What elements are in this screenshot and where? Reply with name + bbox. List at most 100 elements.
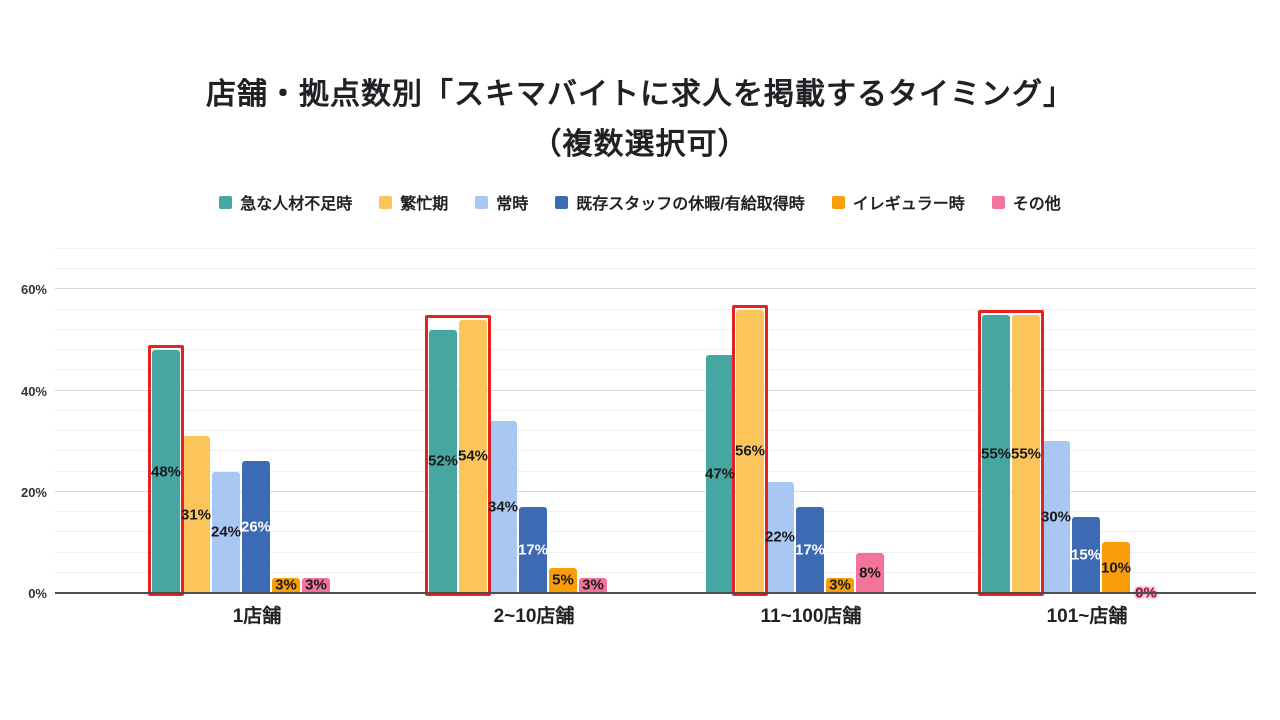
legend-label: イレギュラー時 <box>852 196 965 213</box>
category-label-11~100店舗: 11~100店舗 <box>760 606 862 627</box>
bar-group-11~100店舗: 47% 56% 22% 17% 3% 8% <box>704 249 884 596</box>
y-axis-tick-label: 40% <box>20 383 47 399</box>
data-label: 8% <box>859 564 881 582</box>
data-label: 56% <box>734 442 766 460</box>
data-label: 3% <box>275 576 297 594</box>
bar-group-1店舗: 48% 31% 24% 26% 3% 3% <box>148 249 330 596</box>
major-gridline <box>55 490 1256 492</box>
bar-イレギュラー時 <box>1102 542 1130 593</box>
minor-gridline <box>55 551 1256 553</box>
minor-gridline <box>55 308 1256 310</box>
plot-area: 0% 20% 40% 60% 48% 31% 24% 26% 3% 3% 1店舗 52% 54% 34% 1… <box>21 248 1256 627</box>
minor-gridline <box>55 450 1256 452</box>
bar-その他 <box>302 577 330 593</box>
bar-その他 <box>579 577 607 593</box>
chart-title-line1: 店舗・拠点数別「スキマバイトに求人を掲載するタイミング」 <box>206 78 1074 111</box>
legend-swatch-icon <box>555 195 569 209</box>
bar-group-2~10店舗: 52% 54% 34% 17% 5% 3% <box>425 249 607 596</box>
bar-イレギュラー時 <box>549 567 577 593</box>
data-label: 52% <box>427 452 459 470</box>
data-label: 31% <box>180 506 212 524</box>
data-label: 48% <box>150 463 182 481</box>
bar-急な人材不足時 <box>706 355 734 593</box>
bar-繁忙期 <box>182 436 210 593</box>
data-label: 55% <box>980 445 1012 463</box>
legend-label: 既存スタッフの休暇/有給取得時 <box>576 196 805 213</box>
legend-item: イレギュラー時 <box>831 190 965 214</box>
minor-gridline <box>55 369 1256 371</box>
legend: 急な人材不足時 繁忙期 常時 既存スタッフの休暇/有給取得時 イレギュラー時 その他 <box>0 190 1280 214</box>
minor-gridline <box>55 409 1256 411</box>
data-label: 15% <box>1070 546 1102 564</box>
minor-gridline <box>55 531 1256 533</box>
legend-item: 既存スタッフの休暇/有給取得時 <box>555 190 805 214</box>
data-label: 10% <box>1100 559 1132 577</box>
legend-label: その他 <box>1012 196 1061 213</box>
data-label: 34% <box>487 498 519 516</box>
legend-item: その他 <box>991 190 1061 214</box>
highlight-box <box>732 304 768 596</box>
bar-イレギュラー時 <box>272 577 300 593</box>
bar-既存スタッフの休暇/有給取得時 <box>796 507 824 593</box>
data-label: 24% <box>210 523 242 541</box>
legend-item: 急な人材不足時 <box>219 190 352 214</box>
minor-gridline <box>55 248 1256 249</box>
y-axis-tick-label: 0% <box>28 586 47 601</box>
data-label: 47% <box>704 465 736 483</box>
data-label: 26% <box>240 518 272 536</box>
bar-常時 <box>766 481 794 593</box>
chart-title-line2: （複数選択可） <box>531 128 749 161</box>
bar-常時 <box>1042 441 1070 593</box>
bar-急な人材不足時 <box>152 350 180 593</box>
bar-急な人材不足時 <box>982 314 1010 593</box>
data-label: 55% <box>1010 445 1042 463</box>
minor-gridline <box>55 430 1256 432</box>
bar-常時 <box>489 421 517 593</box>
data-label: 54% <box>457 447 489 465</box>
x-axis-line <box>55 592 1256 594</box>
bar-group-101~店舗: 55% 55% 30% 15% 10% 0% <box>978 249 1160 601</box>
legend-swatch-icon <box>379 195 393 209</box>
bar-常時 <box>212 471 240 593</box>
legend-item: 繁忙期 <box>379 190 448 214</box>
legend-label: 急な人材不足時 <box>240 196 353 213</box>
legend-swatch-icon <box>831 195 845 209</box>
legend-swatch-icon <box>475 195 489 209</box>
data-label: 3% <box>829 576 851 594</box>
minor-gridline <box>55 470 1256 472</box>
category-label-1店舗: 1店舗 <box>232 606 282 627</box>
bar-既存スタッフの休暇/有給取得時 <box>519 507 547 593</box>
legend-item: 常時 <box>475 190 528 214</box>
data-label: 5% <box>552 571 574 589</box>
category-label-2~10店舗: 2~10店舗 <box>493 606 575 627</box>
data-label: 30% <box>1040 508 1072 526</box>
highlight-box <box>148 345 184 596</box>
minor-gridline <box>55 349 1256 351</box>
minor-gridline <box>55 571 1256 573</box>
minor-gridline <box>55 328 1256 330</box>
major-gridline <box>55 389 1256 391</box>
bar-既存スタッフの休暇/有給取得時 <box>242 461 270 593</box>
highlight-box <box>978 309 1044 596</box>
bar-イレギュラー時 <box>826 577 854 593</box>
bar-その他 <box>856 552 884 593</box>
legend-label: 常時 <box>496 196 529 213</box>
minor-gridline <box>55 268 1256 270</box>
legend-swatch-icon <box>991 195 1005 209</box>
data-label: 3% <box>582 576 604 594</box>
category-label-101~店舗: 101~店舗 <box>1046 606 1128 627</box>
bar-急な人材不足時 <box>429 329 457 593</box>
bar-繁忙期 <box>1012 314 1040 593</box>
data-label: 17% <box>517 541 549 559</box>
bar-繁忙期 <box>736 309 764 593</box>
y-axis-tick-label: 60% <box>20 282 47 298</box>
bar-繁忙期 <box>459 319 487 593</box>
data-label: 17% <box>794 541 826 559</box>
chart-title: 店舗・拠点数別「スキマバイトに求人を掲載するタイミング」 （複数選択可） <box>0 70 1280 170</box>
minor-gridline <box>55 511 1256 513</box>
legend-swatch-icon <box>219 195 233 209</box>
data-label: 3% <box>305 576 327 594</box>
legend-label: 繁忙期 <box>400 196 449 213</box>
major-gridline <box>55 288 1256 290</box>
y-axis-tick-label: 20% <box>20 484 47 500</box>
